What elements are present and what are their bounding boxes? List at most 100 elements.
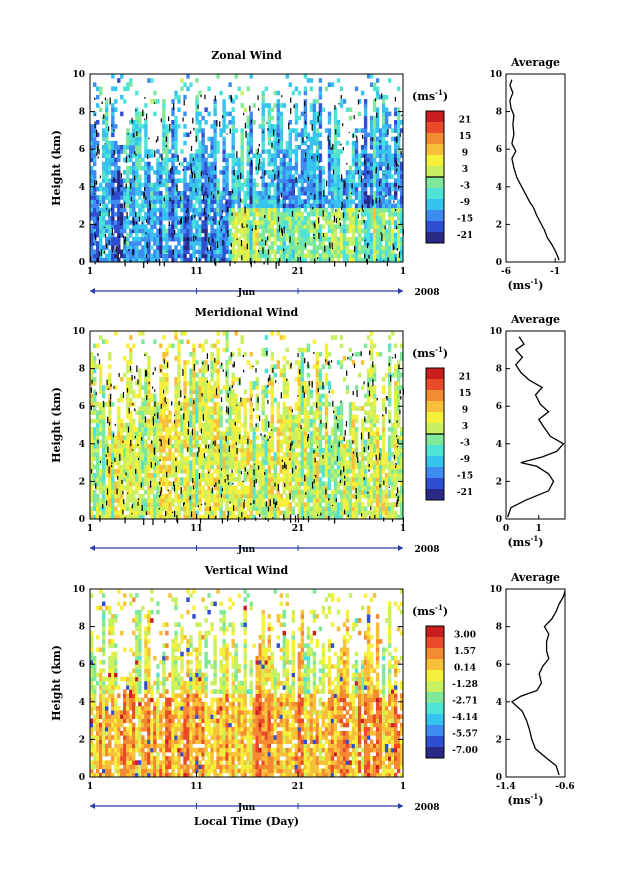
heatmap-cell xyxy=(351,178,356,183)
heatmap-cell xyxy=(363,257,368,263)
contour-dot xyxy=(193,127,195,131)
heatmap-cell xyxy=(240,241,244,246)
contour-dot xyxy=(399,133,401,137)
heatmap-cell xyxy=(300,191,305,196)
heatmap-cell xyxy=(213,120,217,125)
heatmap-cell xyxy=(192,473,196,478)
heatmap-cell xyxy=(318,191,323,196)
heatmap-cell xyxy=(111,510,115,516)
heatmap-cell xyxy=(183,464,187,470)
heatmap-cell xyxy=(156,199,160,204)
heatmap-cell xyxy=(129,170,133,175)
heatmap-cell xyxy=(321,107,326,112)
heatmap-cell xyxy=(156,468,160,474)
contour-dot xyxy=(111,124,113,127)
heatmap-cell xyxy=(171,460,175,466)
heatmap-cell xyxy=(105,145,109,150)
heatmap-cell xyxy=(168,170,172,175)
heatmap-cell xyxy=(210,498,214,503)
heatmap-cell xyxy=(318,132,323,138)
heatmap-cell xyxy=(168,473,172,478)
heatmap-cell xyxy=(219,481,223,486)
heatmap-cell xyxy=(111,257,115,263)
contour-dot xyxy=(278,139,280,143)
heatmap-cell xyxy=(306,182,311,188)
heatmap-cell xyxy=(303,107,308,112)
heatmap-cell xyxy=(321,241,326,246)
contour-dot xyxy=(221,210,224,213)
heatmap-cell xyxy=(189,473,193,478)
heatmap-cell xyxy=(126,241,130,246)
heatmap-cell xyxy=(99,402,103,407)
heatmap-cell xyxy=(360,216,365,221)
heatmap-cell xyxy=(375,236,380,242)
heatmap-cell xyxy=(388,124,392,129)
contour-dot xyxy=(265,240,267,246)
heatmap-cell xyxy=(315,253,320,259)
heatmap-cell xyxy=(363,236,368,242)
heatmap-cell xyxy=(394,124,398,129)
heatmap-cell xyxy=(195,170,199,175)
heatmap-cell xyxy=(153,397,157,403)
heatmap-cell xyxy=(198,253,202,259)
contour-dot xyxy=(120,184,122,187)
contour-dot xyxy=(396,226,398,230)
heatmap-cell xyxy=(99,186,103,192)
heatmap-cell xyxy=(162,249,166,255)
heatmap-cell xyxy=(138,153,142,158)
heatmap-cell xyxy=(363,99,368,104)
heatmap-cell xyxy=(195,406,199,411)
contour-dot xyxy=(314,194,316,200)
heatmap-cell xyxy=(354,224,359,229)
heatmap-cell xyxy=(372,153,377,158)
heatmap-cell xyxy=(213,343,217,349)
heatmap-cell xyxy=(276,103,280,108)
heatmap-cell xyxy=(279,224,283,229)
heatmap-cell xyxy=(162,468,166,474)
heatmap-cell xyxy=(156,510,160,516)
heatmap-cell xyxy=(400,203,404,209)
heatmap-cell xyxy=(231,249,235,255)
heatmap-cell xyxy=(198,245,202,250)
heatmap-cell xyxy=(129,228,133,234)
heatmap-cell xyxy=(195,481,199,486)
contour-dot xyxy=(330,147,332,150)
heatmap-cell xyxy=(183,174,187,179)
heatmap-cell xyxy=(357,191,362,196)
heatmap-cell xyxy=(333,111,338,117)
heatmap-cell xyxy=(147,431,151,436)
heatmap-cell xyxy=(303,86,308,92)
heatmap-cell xyxy=(354,182,359,188)
heatmap-cell xyxy=(117,452,121,457)
heatmap-cell xyxy=(282,178,286,183)
heatmap-cell xyxy=(198,397,202,403)
heatmap-cell xyxy=(388,211,392,217)
heatmap-cell xyxy=(270,199,274,204)
heatmap-cell xyxy=(201,372,205,378)
heatmap-cell xyxy=(198,178,202,183)
heatmap-cell xyxy=(195,393,199,399)
heatmap-cell xyxy=(351,157,356,163)
heatmap-cell xyxy=(351,174,356,179)
heatmap-cell xyxy=(240,422,244,428)
heatmap-cell xyxy=(345,216,350,221)
heatmap-cell xyxy=(114,174,118,179)
heatmap-cell xyxy=(129,397,133,403)
contour-dot xyxy=(124,260,126,267)
heatmap-cell xyxy=(216,418,220,424)
heatmap-cell xyxy=(372,182,377,188)
contour-dot xyxy=(99,175,101,179)
heatmap-cell xyxy=(117,174,121,179)
heatmap-cell xyxy=(213,199,217,204)
heatmap-cell xyxy=(288,182,292,188)
heatmap-cell xyxy=(339,216,344,221)
heatmap-cell xyxy=(192,195,196,200)
heatmap-cell xyxy=(306,149,311,154)
heatmap-cell xyxy=(135,199,139,204)
heatmap-cell xyxy=(384,203,389,209)
contour-dot xyxy=(154,150,156,158)
heatmap-cell xyxy=(282,182,286,188)
heatmap-cell xyxy=(240,460,244,466)
heatmap-cell xyxy=(183,402,187,407)
heatmap-cell xyxy=(177,236,181,242)
